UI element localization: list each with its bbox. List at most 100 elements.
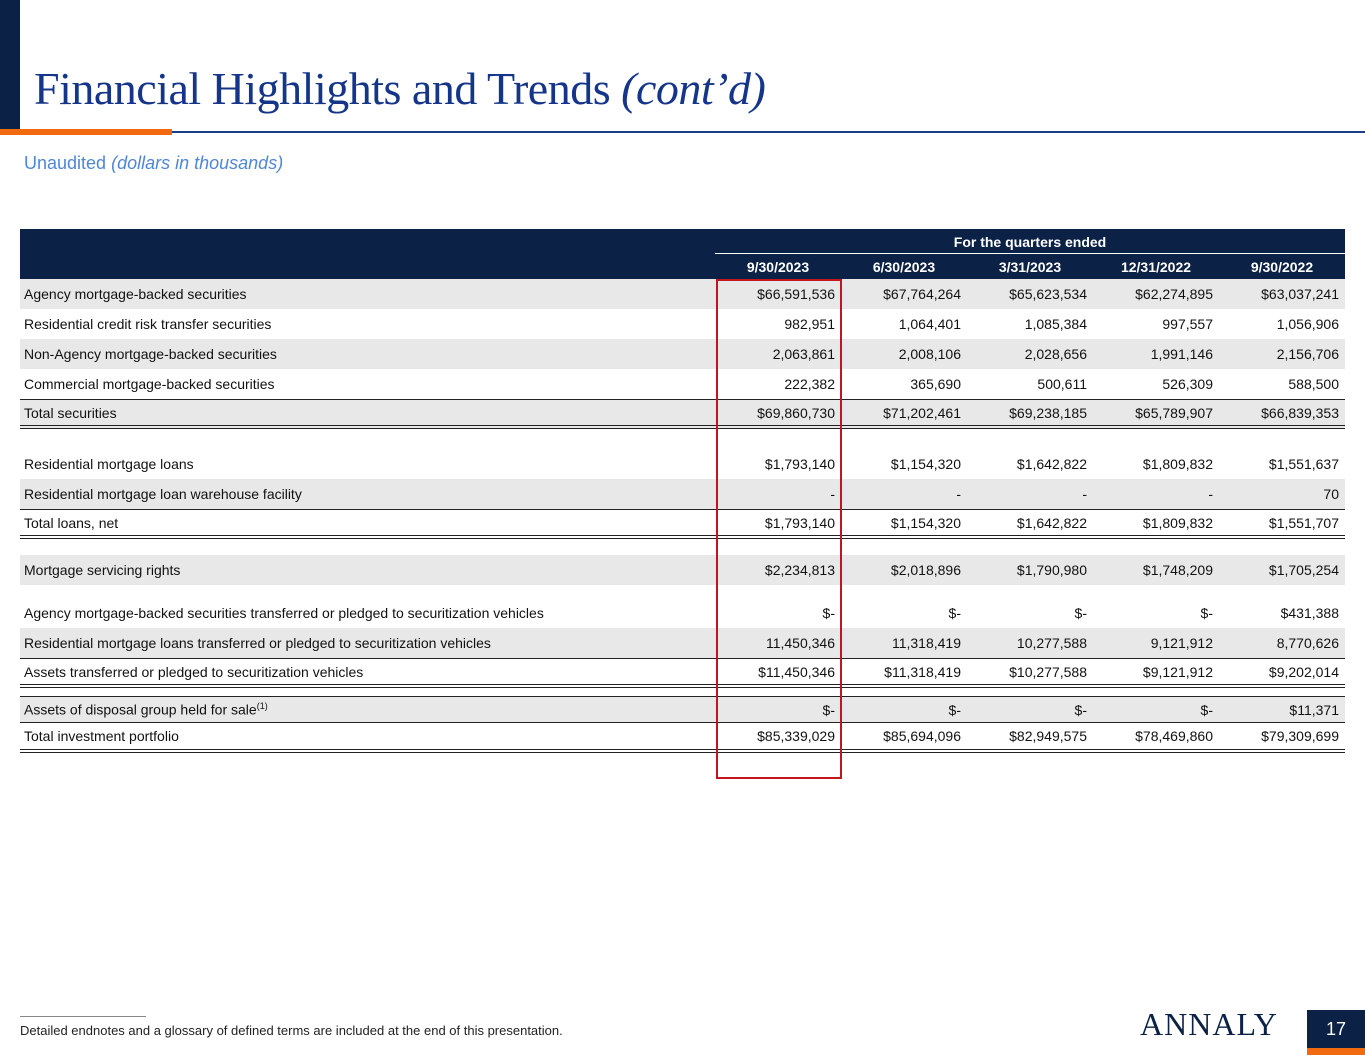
column-header: 9/30/2022 xyxy=(1250,259,1314,275)
cell-value: 11,318,419 xyxy=(891,635,961,651)
cell-value: $66,591,536 xyxy=(757,286,835,302)
cell-value: $1,551,707 xyxy=(1268,514,1339,531)
cell-value: $1,154,320 xyxy=(890,456,961,472)
group-header: For the quarters ended xyxy=(20,229,1345,254)
column-header: 12/31/2022 xyxy=(1120,259,1192,275)
footnote: Detailed endnotes and a glossary of defi… xyxy=(20,1023,563,1038)
row-label-text: Residential credit risk transfer securit… xyxy=(24,316,272,332)
cell-value: $11,450,346 xyxy=(758,663,835,680)
cell-value: 588,500 xyxy=(1288,376,1339,392)
cell-value: $11,318,419 xyxy=(884,663,961,680)
cell-value: 2,028,656 xyxy=(1024,346,1087,362)
column-headers: 9/30/2023 6/30/2023 3/31/2023 12/31/2022 9/3… xyxy=(20,253,1345,279)
row-label: Total investment portfolio xyxy=(20,728,715,744)
cell-value: 982,951 xyxy=(784,316,835,332)
cell-value: $71,202,461 xyxy=(883,404,961,421)
table-row: Agency mortgage-backed securities $66,591… xyxy=(20,279,1345,309)
cell-value: $1,809,832 xyxy=(1142,456,1213,472)
row-label: Commercial mortgage-backed securities xyxy=(20,376,715,392)
cell-value: $1,790,980 xyxy=(1016,562,1087,578)
cell-value: $1,154,320 xyxy=(890,514,961,531)
cell-value: 70 xyxy=(1323,486,1339,502)
row-spacer xyxy=(20,688,1345,696)
row-label: Residential mortgage loans transferred o… xyxy=(20,635,715,651)
row-label-text: Assets transferred or pledged to securit… xyxy=(24,663,364,680)
table-row: Residential mortgage loans transferred o… xyxy=(20,628,1345,658)
footnote-marker: (1) xyxy=(256,701,268,712)
table-row: Assets transferred or pledged to securit… xyxy=(20,658,1345,688)
title-text: Financial Highlights and Trends xyxy=(34,63,611,114)
cell-value: $85,694,096 xyxy=(883,728,961,744)
table-row: Residential mortgage loans $1,793,140 $1,1… xyxy=(20,449,1345,479)
cell-value: $2,234,813 xyxy=(764,562,835,578)
row-label-text: Non-Agency mortgage-backed securities xyxy=(24,346,277,362)
table-row: Non-Agency mortgage-backed securities 2,0… xyxy=(20,339,1345,369)
cell-value: $79,309,699 xyxy=(1261,728,1339,744)
table-body: Agency mortgage-backed securities $66,591… xyxy=(20,279,1345,753)
row-label-text: Total loans, net xyxy=(24,514,119,531)
cell-value: 365,690 xyxy=(910,376,961,392)
cell-value: $78,469,860 xyxy=(1135,728,1213,744)
row-label-text: Residential mortgage loan warehouse faci… xyxy=(24,486,302,502)
cell-value: 526,309 xyxy=(1162,376,1213,392)
cell-value: $1,642,822 xyxy=(1016,514,1087,531)
cell-value: $2,018,896 xyxy=(890,562,961,578)
cell-value: $- xyxy=(1200,605,1213,621)
cell-value: $69,238,185 xyxy=(1009,404,1087,421)
cell-value: $11,371 xyxy=(1289,701,1339,718)
cell-value: $82,949,575 xyxy=(1009,728,1087,744)
row-spacer xyxy=(20,539,1345,555)
table-row: Assets of disposal group held for sale(1… xyxy=(20,696,1345,723)
orange-accent xyxy=(0,129,172,135)
row-spacer xyxy=(20,429,1345,449)
column-header: 9/30/2023 xyxy=(746,259,810,275)
cell-value: $1,793,140 xyxy=(764,456,835,472)
title-suffix: (cont’d) xyxy=(621,63,766,114)
cell-value: $- xyxy=(948,605,961,621)
cell-value: $- xyxy=(948,701,961,718)
row-label-text: Mortgage servicing rights xyxy=(24,562,181,578)
row-label-text: Total securities xyxy=(24,404,117,421)
cell-value: 8,770,626 xyxy=(1276,635,1339,651)
cell-value: - xyxy=(1082,486,1087,502)
row-label-text: Total investment portfolio xyxy=(24,728,179,744)
cell-value: 10,277,588 xyxy=(1016,635,1087,651)
table-row: Residential credit risk transfer securit… xyxy=(20,309,1345,339)
label-header xyxy=(20,253,715,279)
cell-value: $10,277,588 xyxy=(1009,663,1087,680)
cell-value: $1,748,209 xyxy=(1142,562,1213,578)
cell-value: 997,557 xyxy=(1162,316,1213,332)
table-row: Residential mortgage loan warehouse faci… xyxy=(20,479,1345,509)
cell-value: $- xyxy=(822,605,835,621)
cell-value: $65,623,534 xyxy=(1009,286,1087,302)
row-spacer xyxy=(20,585,1345,598)
cell-value: 11,450,346 xyxy=(765,635,835,651)
subtitle-text: Unaudited xyxy=(24,153,107,173)
row-label-text: Agency mortgage-backed securities transf… xyxy=(24,605,544,621)
cell-value: $67,764,264 xyxy=(883,286,961,302)
page-number: 17 xyxy=(1307,1010,1365,1048)
cell-value: $- xyxy=(1074,701,1087,718)
column-header: 6/30/2023 xyxy=(872,259,936,275)
cell-value: - xyxy=(1208,486,1213,502)
row-label: Assets of disposal group held for sale(1… xyxy=(20,701,715,718)
cell-value: 2,008,106 xyxy=(898,346,961,362)
cell-value: 2,063,861 xyxy=(772,346,835,362)
cell-value: $9,202,014 xyxy=(1268,663,1339,680)
row-label-text: Assets of disposal group held for sale xyxy=(24,701,257,718)
cell-value: $1,793,140 xyxy=(764,514,835,531)
cell-value: $1,705,254 xyxy=(1268,562,1339,578)
subtitle: Unaudited (dollars in thousands) xyxy=(24,153,283,174)
cell-value: 9,121,912 xyxy=(1150,635,1213,651)
footnote-divider xyxy=(20,1016,146,1017)
cell-value: 1,991,146 xyxy=(1150,346,1213,362)
cell-value: 1,085,384 xyxy=(1024,316,1087,332)
row-label: Residential mortgage loans xyxy=(20,456,715,472)
row-label: Total loans, net xyxy=(20,515,715,531)
table-row: Total loans, net $1,793,140 $1,154,320 $1,6… xyxy=(20,509,1345,539)
cell-value: $1,642,822 xyxy=(1016,456,1087,472)
cell-value: $9,121,912 xyxy=(1142,663,1213,680)
cell-value: $62,274,895 xyxy=(1135,286,1213,302)
financial-table: For the quarters ended 9/30/2023 6/30/202… xyxy=(20,229,1345,753)
row-label-text: Residential mortgage loans xyxy=(24,456,194,472)
